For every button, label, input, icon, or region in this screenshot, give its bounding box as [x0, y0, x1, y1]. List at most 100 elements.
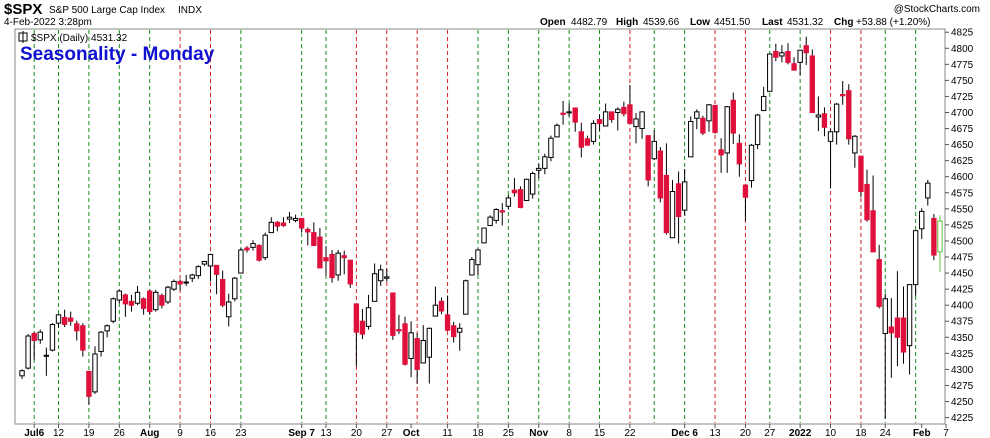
seasonality-lines: [33, 30, 917, 423]
candle-down: [791, 63, 797, 71]
x-tick-label: 26: [114, 428, 126, 438]
candle-up: [925, 182, 931, 199]
candle-up: [371, 273, 378, 302]
y-tick-label: 4500: [951, 236, 974, 247]
candle-up: [487, 216, 493, 227]
x-tick-label: 15: [594, 428, 606, 438]
candle-down: [675, 183, 682, 218]
candle-down: [596, 119, 603, 124]
candle-up: [49, 323, 56, 351]
candle-up: [238, 249, 244, 274]
x-tick-label: 20: [740, 428, 752, 438]
candle-down: [80, 325, 86, 351]
candle-down: [627, 104, 633, 124]
candle-up: [827, 131, 834, 142]
candle-up: [19, 370, 25, 377]
candle-down: [864, 183, 870, 221]
date-label: 4-Feb-2022 3:28pm: [4, 17, 92, 28]
chg-label: Chg: [834, 17, 853, 28]
candle-down: [213, 264, 220, 275]
candle-up: [226, 301, 232, 318]
y-tick-label: 4775: [951, 60, 974, 71]
candle-up: [384, 276, 390, 279]
x-tick-label: Nov: [529, 428, 548, 438]
candle-up: [724, 106, 730, 154]
y-tick-label: 4800: [951, 44, 974, 55]
candle-down: [396, 329, 402, 332]
candle-down: [305, 228, 311, 233]
candle-down: [578, 131, 584, 148]
candle-up: [760, 95, 767, 112]
high-value: 4539.66: [643, 17, 680, 28]
candle-down: [803, 45, 809, 54]
candle-up: [882, 298, 888, 334]
candle-down: [298, 217, 305, 229]
candle-down: [657, 150, 664, 199]
y-tick-label: 4625: [951, 156, 974, 167]
candle-down: [128, 300, 135, 306]
candle-down: [736, 142, 743, 165]
candle-down: [584, 138, 591, 146]
candle-down: [159, 295, 165, 306]
candle-down: [450, 325, 457, 338]
candle-up: [153, 291, 159, 311]
candle-down: [61, 316, 68, 325]
candle-down: [438, 300, 445, 312]
candle-up: [919, 210, 925, 230]
y-tick-label: 4325: [951, 349, 974, 360]
seasonality-annotation: Seasonality - Monday: [20, 44, 215, 65]
candle-down: [894, 317, 901, 338]
x-tick-label: 23: [235, 428, 247, 438]
x-tick-label: 27: [381, 428, 393, 438]
x-tick-label: 25: [503, 428, 515, 438]
candle-down: [359, 320, 366, 335]
candle-down: [219, 278, 226, 306]
candle-down: [390, 292, 396, 336]
candle-up: [420, 340, 426, 364]
candle-down: [177, 280, 183, 285]
y-tick-label: 4400: [951, 301, 974, 312]
x-tick-label: 20: [351, 428, 363, 438]
candle-up: [706, 104, 712, 122]
candle-down: [499, 210, 505, 213]
y-tick-label: 4675: [951, 124, 974, 135]
candle-down: [402, 323, 408, 365]
x-tick-label: 18: [472, 428, 484, 438]
candlesticks: [19, 36, 943, 419]
y-tick-label: 4375: [951, 317, 974, 328]
last-value: 4531.32: [787, 17, 824, 28]
x-tick-label: Dec 6: [671, 428, 698, 438]
y-tick-label: 4525: [951, 220, 974, 231]
candle-up: [457, 327, 463, 333]
candle-up: [171, 280, 177, 290]
y-tick-label: 4700: [951, 108, 974, 119]
candle-up: [481, 227, 487, 244]
candle-down: [785, 50, 791, 63]
candle-up: [688, 120, 694, 158]
x-tick-label: 13: [320, 428, 332, 438]
candle-down: [840, 94, 846, 97]
y-tick-label: 4825: [951, 28, 974, 39]
candle-down: [347, 259, 353, 285]
y-axis: 4225 4250 4275 4300 4325 4350 4375 4400 4425 4450…: [945, 28, 974, 424]
x-tick-label: 7: [943, 428, 949, 438]
candle-up: [134, 291, 141, 304]
x-tick-label: Aug: [140, 428, 159, 438]
y-tick-label: 4475: [951, 253, 974, 264]
candle-up: [639, 111, 645, 130]
candle-down: [122, 294, 129, 305]
candle-down: [329, 253, 335, 279]
candle-up: [815, 114, 822, 118]
candle-up: [201, 261, 208, 265]
x-tick-label: 11: [442, 428, 453, 438]
candle-up: [548, 137, 554, 158]
candle-down: [846, 90, 852, 140]
candle-up: [833, 103, 840, 133]
candle-down: [773, 50, 779, 58]
candle-down: [621, 106, 627, 115]
last-label: Last: [762, 17, 783, 28]
candle-down: [31, 332, 37, 342]
candle-up: [542, 156, 548, 169]
candle-up: [25, 335, 31, 369]
